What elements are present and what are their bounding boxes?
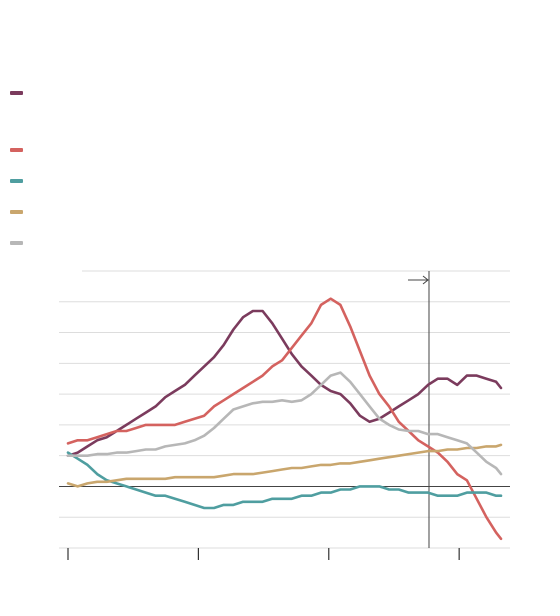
legend — [0, 0, 560, 260]
marker-arrow-head — [422, 275, 429, 285]
legend-item — [10, 235, 510, 251]
series-line — [66, 443, 503, 488]
series-line — [66, 309, 503, 457]
legend-item — [10, 142, 510, 158]
legend-item — [10, 85, 510, 101]
legend-swatch — [10, 148, 23, 152]
series-line — [66, 297, 503, 541]
legend-swatch — [10, 210, 23, 214]
legend-swatch — [10, 241, 23, 245]
series-line — [66, 371, 503, 476]
legend-swatch — [10, 179, 23, 183]
series-line — [66, 451, 503, 510]
legend-swatch — [10, 91, 23, 95]
legend-item — [10, 204, 510, 220]
legend-item — [10, 173, 510, 189]
